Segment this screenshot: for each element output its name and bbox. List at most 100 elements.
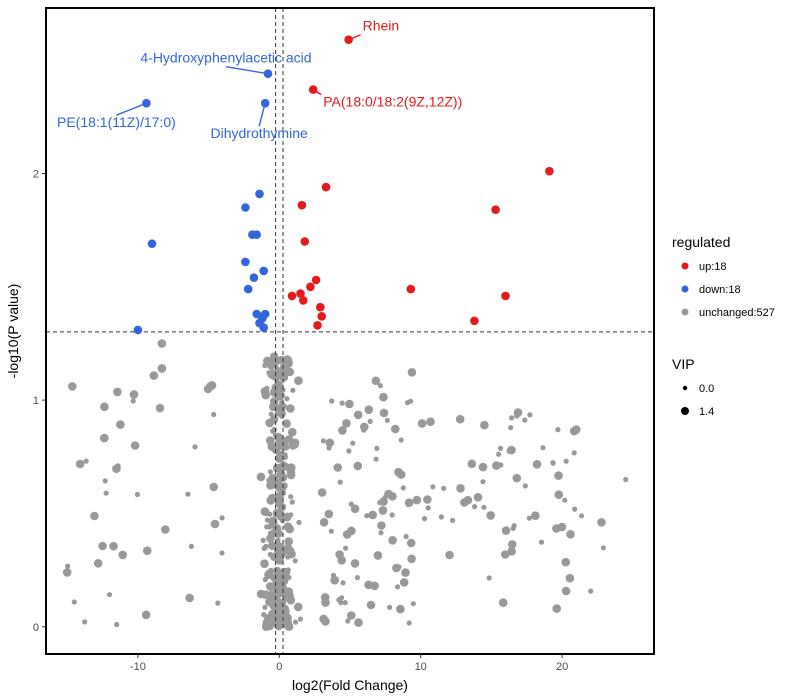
unchanged-point [256,589,266,599]
annotations-layer: Rhein 4-Hydroxyphenylacetic acid PA(18:0/1… [57,18,462,141]
legend-unchanged-swatch [681,308,689,316]
unchanged-point [501,526,511,535]
unchanged-point [512,473,522,483]
unchanged-point [210,519,220,529]
unchanged-point [501,550,510,559]
unchanged-point [203,384,213,394]
up-point [501,291,510,301]
unchanged-point [394,467,403,477]
unchanged-point [508,540,517,549]
unchanged-point [275,463,285,473]
unchanged-point [406,538,416,548]
unchanged-point [400,485,406,491]
unchanged-point [157,339,167,348]
unchanged-point [272,614,281,624]
unchanged-point [65,563,71,569]
unchanged-point [275,537,281,543]
unchanged-point [215,600,221,606]
down-point [142,98,151,108]
legend-unchanged-label: unchanged:527 [699,307,775,319]
unchanged-point [338,600,344,606]
unchanged-point [597,518,606,527]
unchanged-point [141,610,151,620]
unchanged-point [286,404,295,413]
unchanged-point [219,515,225,521]
unchanged-point [268,411,274,417]
annotation-label: PA(18:0/18:2(9Z,12Z)) [323,94,462,110]
unchanged-point [276,406,282,412]
unchanged-point [561,557,570,567]
unchanged-point [398,437,404,443]
unchanged-point [260,387,270,396]
unchanged-point [425,505,431,511]
unchanged-point [472,504,478,510]
unchanged-point [293,602,303,612]
unchanged-point [550,460,556,466]
unchanged-point [262,623,268,629]
unchanged-point [492,461,501,470]
unchanged-point [561,586,571,596]
unchanged-point [319,614,328,624]
unchanged-point [264,517,270,523]
plot-panel-border [45,7,655,655]
unchanged-point [377,521,386,530]
unchanged-point [403,533,409,540]
unchanged-point [391,424,400,434]
unchanged-point [572,506,578,512]
unchanged-point [103,490,109,496]
down-point [241,203,250,212]
unchanged-point [379,408,389,418]
up-point [470,316,479,326]
unchanged-point [367,418,373,424]
unchanged-point [264,524,270,530]
unchanged-point [284,622,294,631]
unchanged-point [450,517,456,524]
unchanged-point [578,513,585,519]
unchanged-point [401,568,410,577]
legend-down-swatch [681,285,689,293]
unchanged-point [441,485,447,491]
unchanged-point [267,469,273,475]
unchanged-point [290,387,296,393]
unchanged-point [378,506,388,515]
unchanged-point [267,551,273,558]
unchanged-point [342,419,351,428]
unchanged-point [364,513,370,519]
unchanged-point [325,438,335,448]
unchanged-point [264,614,271,620]
up-point [297,200,307,210]
legend-vip-label: 0.0 [699,383,714,395]
unchanged-point [285,554,291,560]
unchanged-point [283,522,293,531]
unchanged-point [268,493,277,503]
unchanged-point [563,458,569,464]
down-point [243,284,253,294]
unchanged-point [274,474,280,480]
unchanged-point [481,504,487,510]
unchanged-point [282,452,288,458]
unchanged-point [118,550,127,560]
x-tick-label: -10 [130,661,146,673]
legend: regulated up:18 down:18 unchanged:527 VIP 0.0… [672,234,775,418]
unchanged-point [565,573,575,583]
unchanged-point [290,465,296,471]
unchanged-point [278,587,284,593]
unchanged-point [272,577,282,586]
legend-vip-label: 1.4 [699,406,714,418]
unchanged-point [527,412,533,418]
unchanged-point [282,512,292,522]
unchanged-point [426,417,435,427]
annotation-label: PE(18:1(11Z)/17:0) [57,114,176,130]
unchanged-point [623,476,629,483]
unchanged-point [282,366,291,376]
unchanged-point [265,418,275,428]
annotation-label: 4-Hydroxyphenylacetic acid [140,50,311,66]
unchanged-point [350,440,356,446]
unchanged-point [130,398,136,404]
unchanged-point [506,448,512,454]
unchanged-point [456,484,465,493]
annotation-connector [258,103,266,127]
unchanged-point [288,494,294,500]
unchanged-point [284,537,294,546]
